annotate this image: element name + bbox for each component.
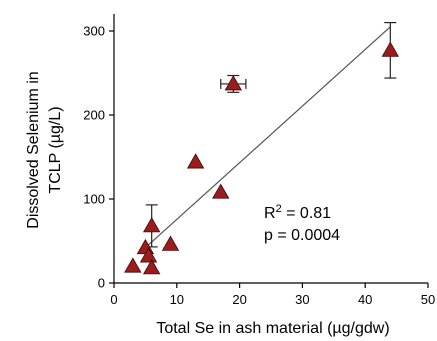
y-axis-title-line1: Dissolved Selenium in	[25, 71, 42, 228]
data-point-2	[139, 247, 158, 263]
data-point-7	[212, 183, 230, 199]
data-point-5	[161, 235, 180, 251]
y-axis-title: Dissolved Selenium in TCLP (µg/L)	[25, 71, 64, 228]
p-value-annotation: p = 0.0004	[264, 227, 340, 244]
r-squared-annotation: R2 = 0.81	[264, 203, 331, 222]
x-tick-label-20: 20	[232, 292, 246, 307]
y-ticks: 0 100 200 300	[83, 24, 114, 291]
y-tick-label-100: 100	[83, 192, 105, 207]
y-axis-title-line2: TCLP (µg/L)	[47, 106, 64, 193]
data-points	[124, 41, 400, 275]
x-axis-title: Total Se in ash material (µg/gdw)	[156, 320, 389, 337]
x-tick-label-50: 50	[421, 292, 435, 307]
regression-line	[144, 26, 391, 249]
regression-line-group	[144, 26, 391, 249]
r-squared-label: R	[264, 205, 276, 222]
data-point-9	[381, 41, 400, 57]
data-point-0	[124, 257, 142, 273]
data-point-3	[142, 259, 161, 275]
r-squared-superscript: 2	[276, 203, 282, 215]
y-tick-label-0: 0	[98, 276, 105, 291]
x-tick-label-40: 40	[358, 292, 372, 307]
x-tick-label-10: 10	[170, 292, 184, 307]
data-point-4	[142, 217, 161, 233]
axes	[113, 14, 428, 284]
r-squared-value: = 0.81	[282, 205, 331, 222]
x-tick-label-0: 0	[110, 292, 117, 307]
y-tick-label-200: 200	[83, 108, 105, 123]
data-point-6	[186, 153, 205, 169]
y-tick-label-300: 300	[83, 24, 105, 39]
data-point-8	[224, 75, 243, 91]
x-ticks: 0 10 20 30 40 50	[110, 283, 435, 307]
x-tick-label-30: 30	[295, 292, 309, 307]
